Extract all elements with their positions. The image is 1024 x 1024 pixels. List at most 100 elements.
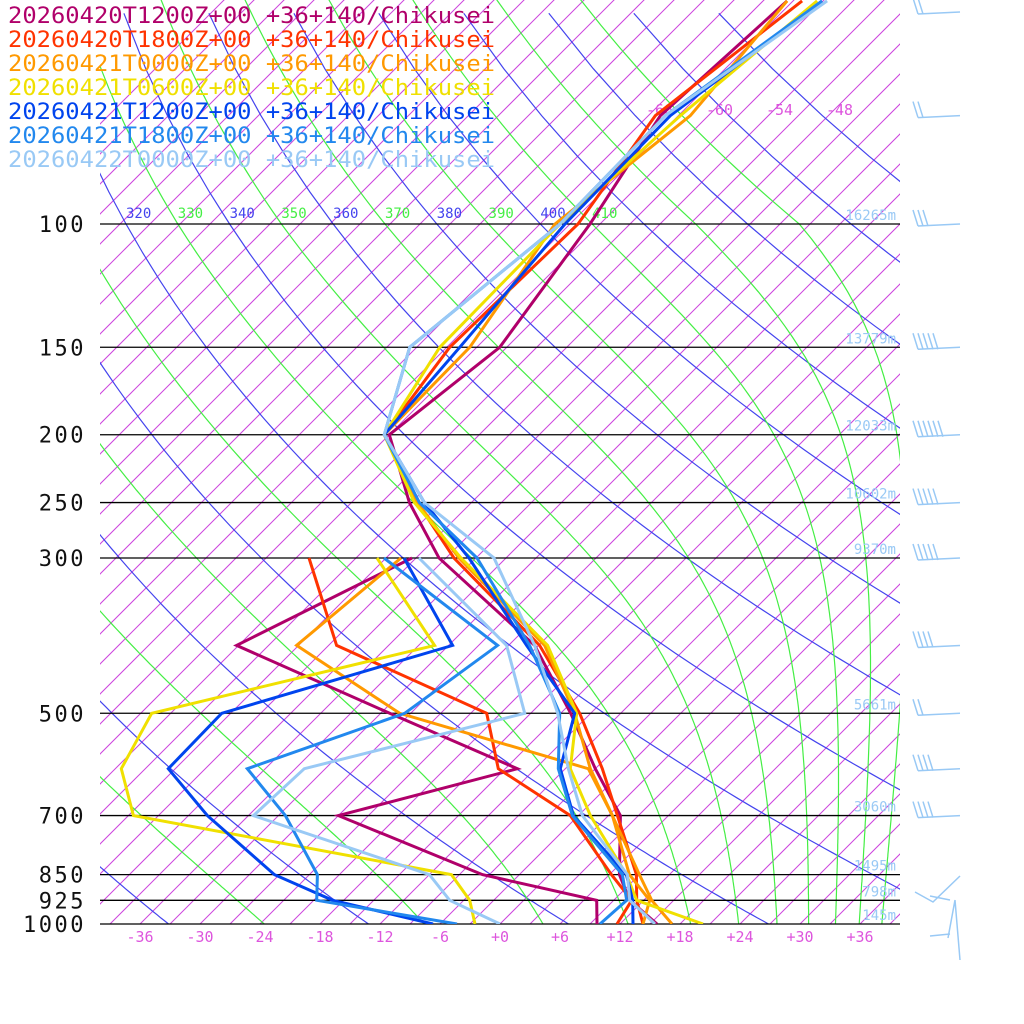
- wind-barbs: [912, 0, 961, 961]
- isotherm-line: [100, 0, 315, 215]
- isotherm-line: [100, 0, 255, 155]
- theta-label: 350: [281, 206, 306, 222]
- isotherm-line: [319, 343, 900, 924]
- wind-barb: [912, 333, 961, 351]
- temperature-tick-label: +18: [666, 928, 693, 946]
- dry-adiabat-line: [100, 865, 169, 924]
- isotherm-line: [679, 703, 900, 924]
- isotherm-line: [619, 643, 900, 924]
- isotherm-line: [100, 0, 645, 545]
- wind-barb: [912, 101, 961, 119]
- pressure-label: 150: [39, 336, 86, 361]
- theta-label: 330: [178, 206, 203, 222]
- isotherm-line: [100, 13, 900, 815]
- height-label: 13779m: [845, 331, 896, 347]
- wind-barb: [912, 699, 961, 717]
- height-label: 16265m: [845, 208, 896, 224]
- isotherm-line: [100, 0, 765, 665]
- isotherm-line: [559, 583, 900, 924]
- temperature-line: [382, 0, 824, 924]
- pressure-label: 1000: [23, 913, 86, 938]
- moist-adiabat-line: [100, 64, 692, 924]
- isotherm-line: [100, 0, 405, 305]
- dewpoint-line: [294, 556, 652, 924]
- dry-adiabat-line: [633, 12, 900, 263]
- wind-barb: [912, 754, 961, 772]
- isotherm-line: [199, 223, 900, 924]
- wind-barb: [912, 488, 961, 506]
- isotherm-line: [100, 0, 705, 605]
- moist-adiabat-line: [580, 0, 900, 924]
- isotherm-line: [100, 0, 585, 485]
- wind-barb: [912, 0, 961, 15]
- temperature-tick-label: +36: [846, 928, 873, 946]
- isotherm-line: [739, 763, 900, 924]
- isotherm-line: [649, 673, 900, 924]
- height-label: 3060m: [854, 800, 896, 816]
- dry-adiabat-line: [123, 13, 900, 791]
- dewpoint-line: [166, 557, 455, 924]
- theta-label: 380: [437, 206, 462, 222]
- isotherm-line: [100, 0, 735, 635]
- temperature-tick-label: +24: [726, 928, 753, 946]
- isotherm-label: -54: [766, 101, 793, 119]
- moist-adiabats: [100, 0, 900, 924]
- temperature-tick-label: +0: [491, 928, 509, 946]
- isotherm-line: [349, 373, 900, 924]
- pressure-label: 850: [39, 864, 86, 889]
- isotherm-line: [100, 0, 285, 185]
- isotherm-line: [100, 0, 885, 785]
- isotherm-line: [920, 0, 1024, 924]
- theta-label: 320: [126, 206, 151, 222]
- height-label: 145m: [862, 908, 896, 924]
- legend: 20260420T1200Z+00 +36+140/Chikusei202604…: [8, 4, 495, 173]
- temperature-tick-label: -12: [366, 928, 393, 946]
- dry-adiabat-line: [100, 172, 900, 890]
- height-label: 10602m: [845, 487, 896, 503]
- isotherm-line: [379, 403, 900, 924]
- temperature-tick-label: -18: [306, 928, 333, 946]
- theta-label: 390: [489, 206, 514, 222]
- temperature-tick-label: +12: [606, 928, 633, 946]
- isotherm-line: [100, 0, 435, 335]
- isotherm-line: [799, 823, 900, 924]
- pressure-label: 700: [39, 805, 86, 830]
- temperature-tick-label: -30: [186, 928, 213, 946]
- isotherm-label: -60: [706, 101, 733, 119]
- pressure-label: 250: [39, 492, 86, 517]
- isotherm-line: [100, 0, 465, 365]
- moist-adiabat-line: [328, 0, 810, 924]
- dry-adiabat-line: [208, 13, 900, 696]
- isotherm-line: [100, 0, 675, 575]
- height-label: 9370m: [854, 542, 896, 558]
- isotherm-line: [100, 0, 615, 515]
- moist-adiabat-line: [496, 0, 872, 924]
- moist-adiabat-line: [100, 610, 425, 924]
- wind-barb: [912, 801, 961, 819]
- axis-labels: 100 16265m 150 13779m 200 12033m 250 10602m 300 9…: [23, 101, 896, 946]
- dry-adiabat-line: [100, 533, 569, 924]
- dry-adiabat-line: [100, 700, 369, 924]
- isotherm-line: [100, 0, 495, 395]
- isotherm-line: [109, 133, 900, 924]
- isotherm-line: [769, 793, 900, 924]
- isotherm-line: [229, 253, 900, 924]
- pressure-label: 300: [39, 547, 86, 572]
- wind-barb: [912, 209, 961, 227]
- sounding-series: [119, 0, 828, 924]
- temperature-tick-label: -36: [126, 928, 153, 946]
- pressure-label: 925: [39, 889, 86, 914]
- height-label: 12033m: [845, 419, 896, 435]
- isotherm-line: [169, 193, 900, 924]
- isotherm-line: [259, 283, 900, 924]
- temperature-tick-label: -6: [431, 928, 449, 946]
- isotherm-line: [859, 883, 900, 924]
- height-label: 5661m: [854, 697, 896, 713]
- isotherm-line: [889, 913, 900, 924]
- dry-adiabats: [100, 12, 900, 924]
- height-label: 1495m: [854, 859, 896, 875]
- wind-barb: [912, 420, 961, 438]
- isotherm-line: [709, 733, 900, 924]
- wind-barb: [912, 631, 961, 649]
